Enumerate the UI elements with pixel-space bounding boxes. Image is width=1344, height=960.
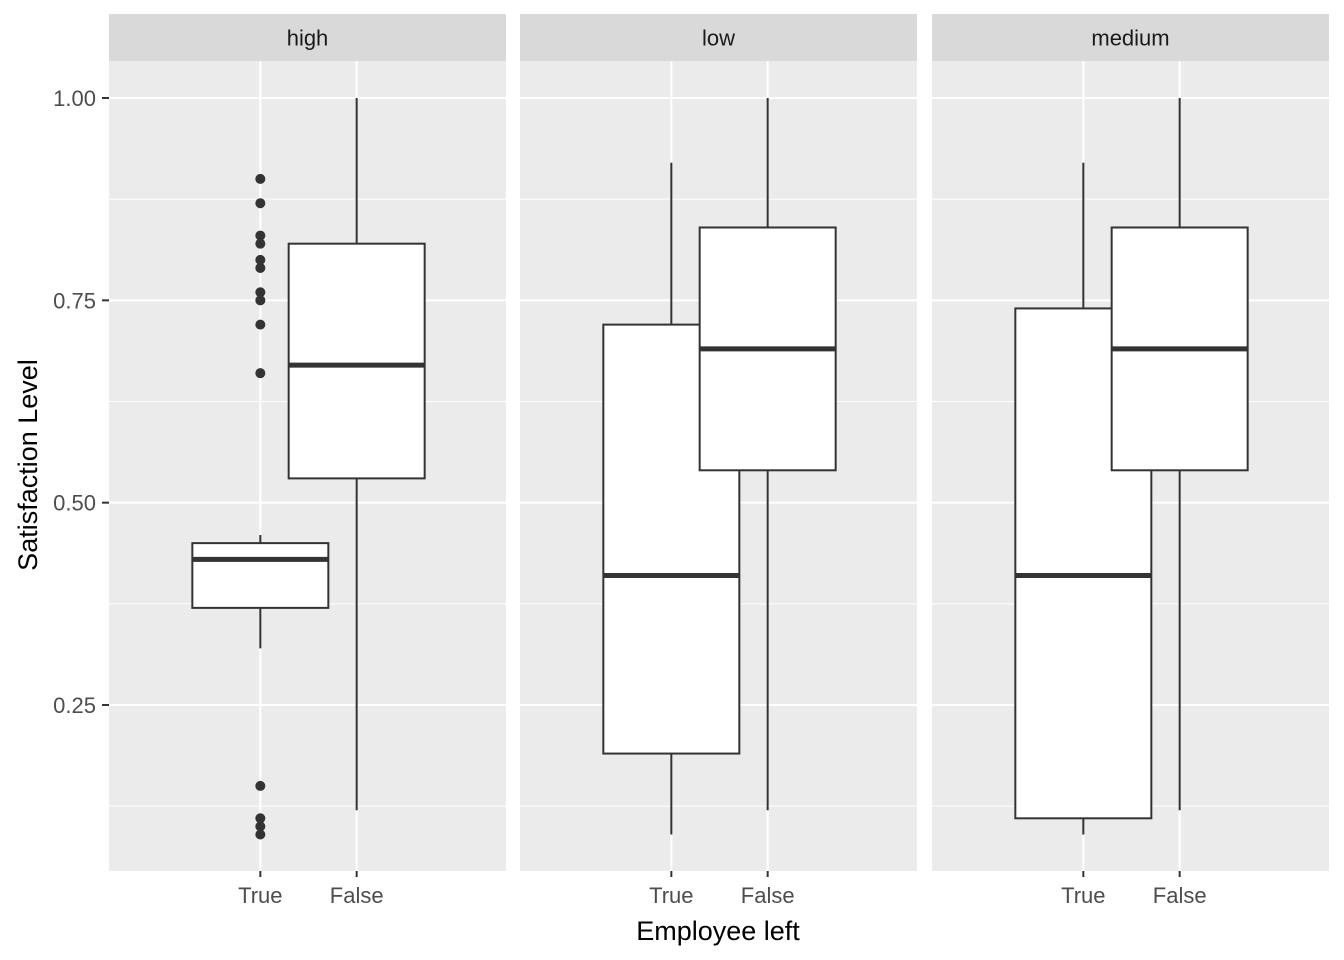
y-axis-title: Satisfaction Level <box>13 359 43 571</box>
outlier-point <box>255 368 266 379</box>
facet-panel-low: low True False <box>520 14 917 908</box>
box-iqr <box>287 242 426 480</box>
x-tick-label: True <box>649 883 693 908</box>
outlier-point <box>255 287 266 298</box>
y-tick-label: 0.50 <box>53 491 96 516</box>
facet-panels: high True False low True False medium True False <box>109 14 1329 908</box>
y-tick-label: 1.00 <box>53 86 96 111</box>
x-tick-label: False <box>741 883 795 908</box>
facet-label: high <box>287 26 329 51</box>
x-axis-title: Employee left <box>636 916 800 946</box>
y-tick-label: 0.25 <box>53 693 96 718</box>
facet-panel-medium: medium True False <box>932 14 1329 908</box>
y-tick-label: 0.75 <box>53 288 96 313</box>
facet-label: low <box>702 26 735 51</box>
outlier-point <box>255 230 266 241</box>
facet-label: medium <box>1091 26 1169 51</box>
facet-strip <box>109 14 506 61</box>
outlier-point <box>255 319 266 330</box>
box-iqr <box>191 542 330 609</box>
box-high-False <box>287 98 426 811</box>
facet-strip <box>932 14 1329 61</box>
outlier-point <box>255 829 266 840</box>
x-tick-label: True <box>238 883 282 908</box>
outlier-point <box>255 254 266 265</box>
box-low-False <box>698 98 837 811</box>
outlier-point <box>255 262 266 273</box>
outlier-point <box>255 821 266 832</box>
outlier-point <box>255 813 266 824</box>
facet-strip <box>520 14 917 61</box>
x-tick-label: False <box>330 883 384 908</box>
y-axis: 0.25 0.50 0.75 1.00 <box>53 86 109 718</box>
facet-panel-high: high True False <box>109 14 506 908</box>
outlier-point <box>255 238 266 249</box>
x-tick-label: False <box>1153 883 1207 908</box>
x-tick-label: True <box>1061 883 1105 908</box>
outlier-point <box>255 295 266 306</box>
box-medium-False <box>1110 98 1249 811</box>
outlier-point <box>255 173 266 184</box>
outlier-point <box>255 780 266 791</box>
outlier-point <box>255 198 266 209</box>
box-high-True <box>191 173 330 840</box>
